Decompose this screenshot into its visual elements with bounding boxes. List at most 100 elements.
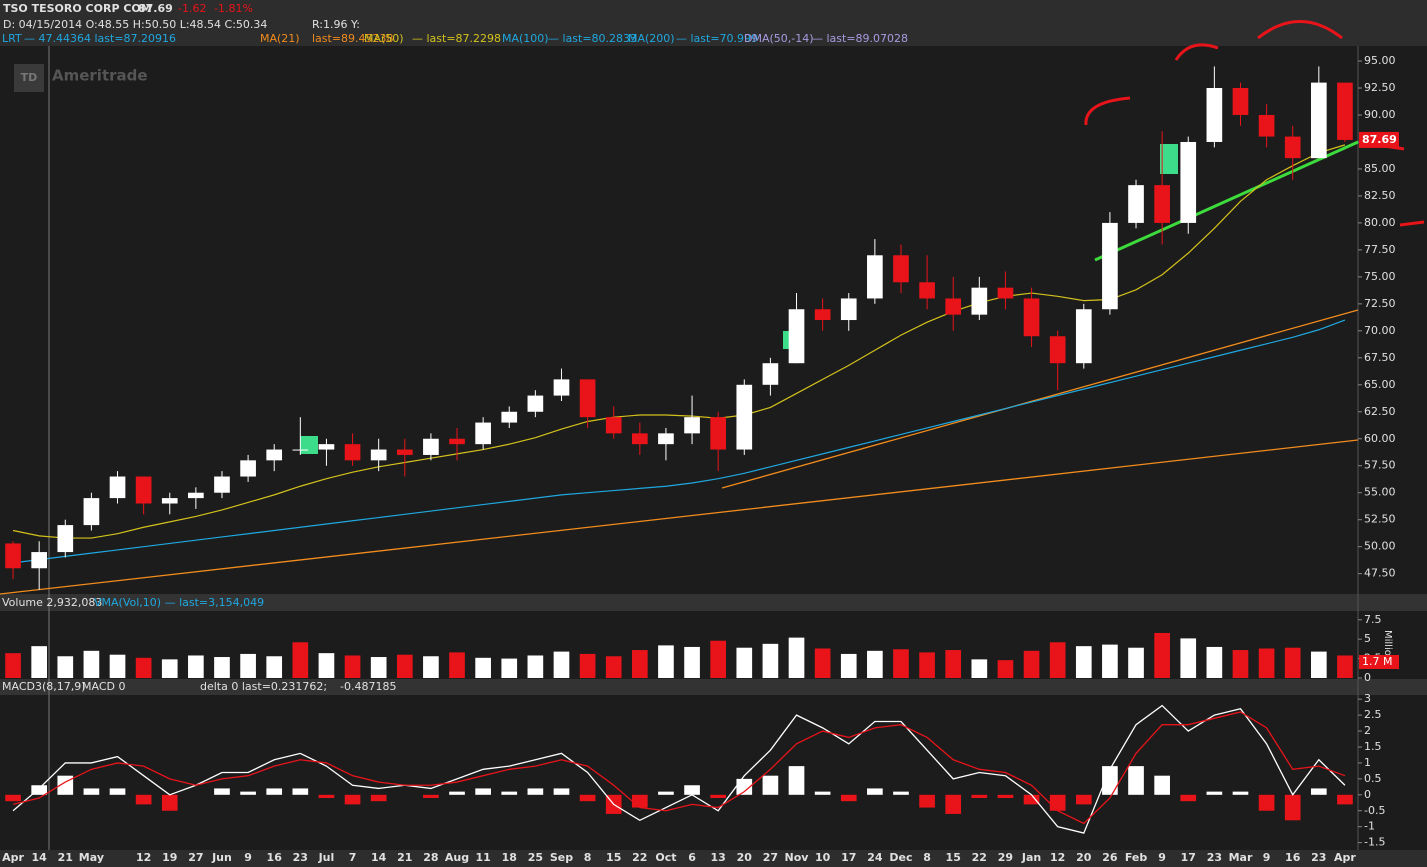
histogram-bar — [997, 794, 1014, 798]
histogram-bar — [318, 794, 335, 798]
candle-body — [31, 552, 48, 569]
volume-bar — [710, 640, 727, 678]
histogram-bar — [919, 794, 935, 808]
histogram-bar — [1337, 794, 1353, 805]
volume-bar — [1128, 647, 1144, 678]
candle-body — [396, 449, 413, 455]
candle-body — [1337, 82, 1353, 140]
legend-last: — last=70.999 — [676, 32, 758, 45]
panel-last: -0.487185 — [340, 680, 396, 693]
x-tick-label: 17 — [1181, 851, 1196, 864]
candle-body — [814, 309, 831, 321]
x-tick-label: 27 — [188, 851, 203, 864]
y-tick-label: 50.00 — [1364, 540, 1396, 553]
x-tick-label: 16 — [267, 851, 283, 864]
candle-body — [997, 287, 1014, 299]
y-tick-label: 5 — [1364, 632, 1371, 645]
volume-bar — [161, 659, 178, 678]
trendline — [0, 439, 1359, 595]
x-tick-label: Jul — [318, 851, 335, 864]
trendline — [721, 309, 1359, 489]
candle-body — [736, 384, 753, 450]
volume-bar — [605, 656, 622, 678]
candle-body — [684, 417, 700, 434]
volume-bar — [240, 653, 256, 678]
x-tick-label: 13 — [711, 851, 726, 864]
x-tick-label: Feb — [1125, 851, 1148, 864]
volume-bar — [1154, 632, 1170, 678]
x-tick-label: 22 — [972, 851, 987, 864]
y-tick-label: 55.00 — [1364, 486, 1396, 499]
macd-line — [12, 711, 1346, 825]
histogram-bar — [1180, 794, 1197, 802]
candle-body — [83, 498, 100, 526]
histogram-bar — [31, 785, 48, 795]
x-tick-label: 9 — [244, 851, 252, 864]
y-tick-label: 72.50 — [1364, 297, 1396, 310]
volume-bar — [344, 655, 361, 678]
volume-bar — [867, 650, 883, 678]
x-tick-label: 28 — [423, 851, 438, 864]
candle-body — [527, 395, 544, 412]
price-box — [1359, 131, 1399, 148]
candle-body — [5, 543, 21, 569]
volume-bar — [736, 647, 753, 678]
legend-last: — last=87.2298 — [412, 32, 501, 45]
x-tick-label: May — [79, 851, 104, 864]
histogram-bar — [5, 794, 21, 802]
volume-bar — [292, 642, 309, 678]
volume-bar — [684, 646, 700, 678]
histogram-bar — [344, 794, 361, 805]
macd-line — [12, 704, 1346, 834]
volume-bar — [83, 650, 100, 678]
study-name: MA(21) — [260, 32, 300, 45]
candle-body — [266, 449, 283, 461]
x-tick-label: 12 — [1050, 851, 1065, 864]
x-tick-label: 22 — [632, 851, 647, 864]
candle-body — [893, 255, 909, 283]
change-pct: -1.81% — [214, 2, 253, 15]
volume-bar — [396, 654, 413, 678]
x-tick-label: 24 — [867, 851, 883, 864]
candle-body — [840, 298, 857, 321]
x-tick-label: 9 — [1263, 851, 1271, 864]
volume-bar — [788, 637, 805, 678]
logo: TD — [21, 71, 38, 84]
volume-header — [0, 594, 1427, 611]
x-tick-label: 17 — [841, 851, 856, 864]
candle-body — [788, 309, 805, 364]
volume-bar — [109, 654, 126, 678]
x-axis-bar — [0, 850, 1427, 867]
candle-body — [370, 449, 387, 461]
last-label: 1.7 M — [1362, 655, 1392, 668]
candle-body — [1049, 336, 1066, 364]
candle-body — [658, 433, 674, 445]
histogram-bar — [971, 794, 988, 798]
volume-bar — [971, 659, 988, 678]
histogram-bar — [631, 794, 648, 808]
candle-body — [449, 438, 465, 445]
candle-body — [919, 282, 935, 299]
scribble — [1174, 43, 1219, 61]
axis-title: Million — [1382, 630, 1393, 662]
histogram-bar — [736, 778, 753, 795]
candle-body — [762, 363, 779, 385]
x-tick-label: 11 — [475, 851, 490, 864]
y-tick-label: 80.00 — [1364, 216, 1396, 229]
candle-body — [475, 422, 491, 445]
candle-body — [161, 498, 178, 504]
x-tick-label: 10 — [815, 851, 831, 864]
volume-bar — [840, 653, 857, 678]
histogram-bar — [214, 788, 230, 795]
candle-body — [292, 449, 309, 451]
y-tick-label: 77.50 — [1364, 243, 1396, 256]
x-tick-label: 7 — [349, 851, 357, 864]
histogram-bar — [1102, 766, 1118, 795]
y-tick-label: 2 — [1364, 724, 1371, 737]
y-tick-label: 70.00 — [1364, 324, 1396, 337]
volume-bar — [31, 646, 48, 678]
histogram-bar — [109, 788, 126, 795]
y-tick-label: 75.00 — [1364, 270, 1396, 283]
candle-body — [57, 525, 74, 553]
x-tick-label: Sep — [550, 851, 573, 864]
